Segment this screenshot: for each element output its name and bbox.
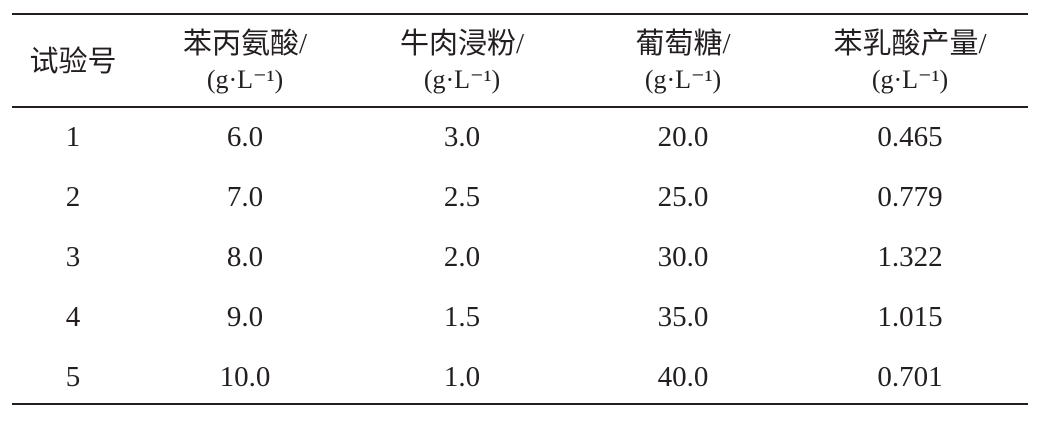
table-cell: 20.0 [657, 121, 709, 153]
header-name: 葡萄糖/ [635, 28, 731, 60]
table-cell: 1.322 [877, 241, 943, 273]
table-cell: 1.5 [443, 301, 481, 333]
table-cell: 0.465 [877, 121, 943, 153]
header-unit: (g·L⁻¹) [206, 65, 284, 94]
table-cell: 8.0 [226, 241, 264, 273]
table-cell: 3.0 [443, 121, 481, 153]
table-cell: 2 [65, 181, 81, 213]
table-cell: 35.0 [657, 301, 709, 333]
table-cell: 3 [65, 241, 81, 273]
header-unit: (g·L⁻¹) [644, 65, 722, 94]
table-cell: 30.0 [657, 241, 709, 273]
table-cell: 10.0 [219, 361, 271, 393]
table-cell: 0.779 [877, 181, 943, 213]
header-name: 牛肉浸粉/ [399, 28, 525, 60]
header-unit: (g·L⁻¹) [423, 65, 501, 94]
table-cell: 1 [65, 121, 81, 153]
header-name: 苯丙氨酸/ [182, 28, 308, 60]
top-rule [12, 13, 1028, 15]
table-cell: 7.0 [226, 181, 264, 213]
header-rule [12, 106, 1028, 108]
table-cell: 1.0 [443, 361, 481, 393]
header-unit: (g·L⁻¹) [871, 65, 949, 94]
table-cell: 6.0 [226, 121, 264, 153]
table-cell: 4 [65, 301, 81, 333]
bottom-rule [12, 403, 1028, 405]
table-cell: 40.0 [657, 361, 709, 393]
table-cell: 2.5 [443, 181, 481, 213]
table-cell: 25.0 [657, 181, 709, 213]
header-name: 苯乳酸产量/ [833, 28, 987, 60]
table-cell: 1.015 [877, 301, 943, 333]
table-cell: 2.0 [443, 241, 481, 273]
header-name: 试验号 [29, 46, 117, 78]
table-cell: 0.701 [877, 361, 943, 393]
table-cell: 9.0 [226, 301, 264, 333]
table-cell: 5 [65, 361, 81, 393]
